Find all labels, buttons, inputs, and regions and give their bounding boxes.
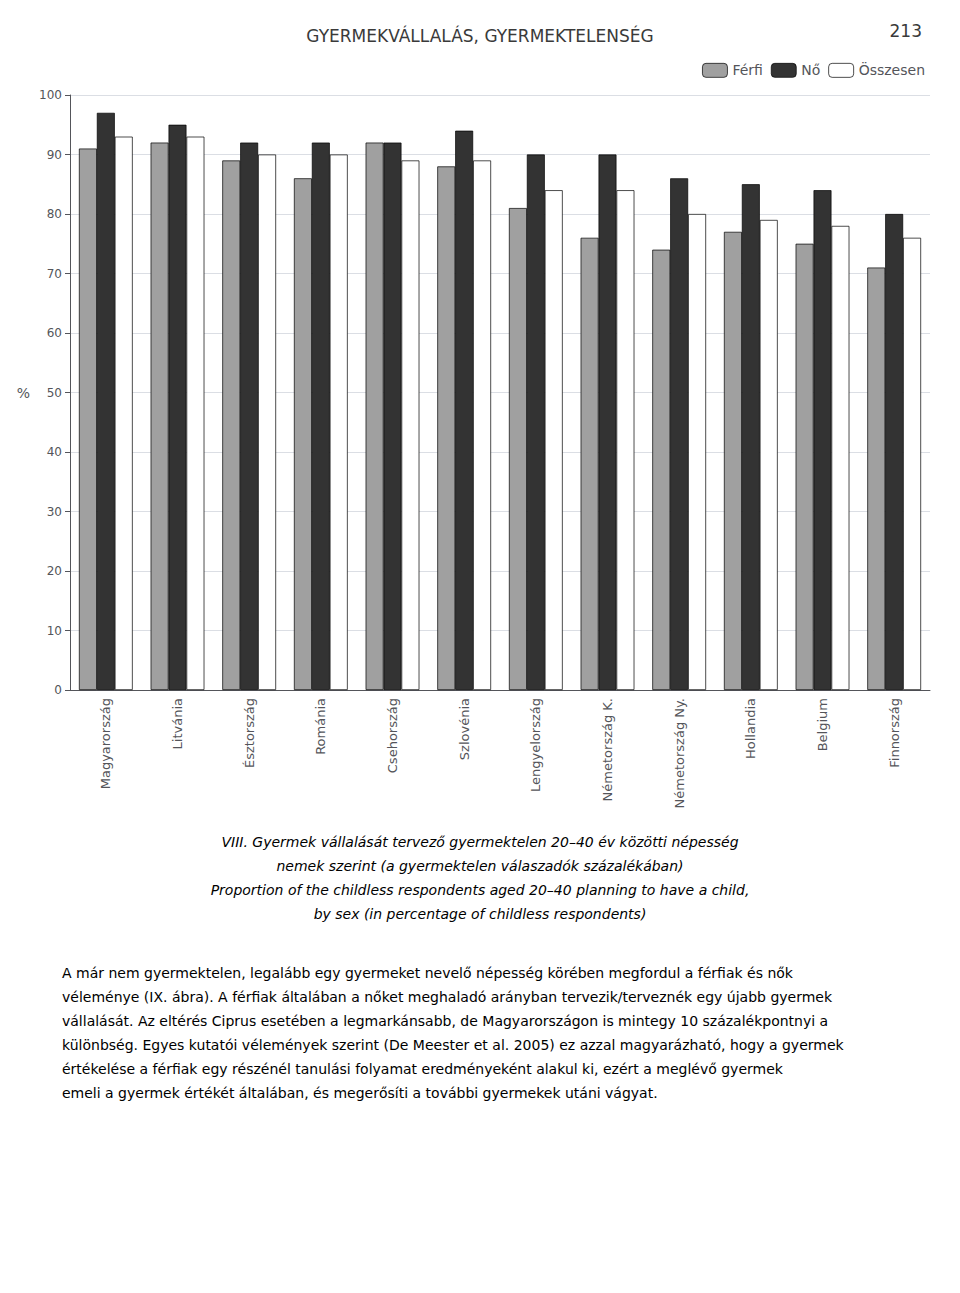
svg-text:Finnország: Finnország (887, 698, 902, 768)
svg-text:60: 60 (47, 326, 62, 340)
svg-text:nemek szerint (a gyermektelen: nemek szerint (a gyermektelen válaszadók… (276, 858, 683, 874)
svg-text:Belgium: Belgium (815, 698, 830, 751)
svg-text:80: 80 (47, 207, 62, 221)
svg-text:by sex (in percentage of child: by sex (in percentage of childless respo… (314, 906, 647, 922)
svg-text:10: 10 (47, 624, 62, 638)
svg-text:különbség. Egyes kutatói vélem: különbség. Egyes kutatói vélemények szer… (62, 1037, 848, 1053)
svg-text:100: 100 (39, 88, 62, 102)
svg-text:Észtország: Észtország (242, 698, 257, 768)
svg-text:emeli a gyermek értékét általá: emeli a gyermek értékét általában, és me… (62, 1085, 658, 1101)
svg-text:30: 30 (47, 505, 62, 519)
svg-text:Magyarország: Magyarország (98, 698, 113, 789)
svg-text:VIII. Gyermek vállalását terve: VIII. Gyermek vállalását tervező gyermek… (221, 834, 738, 850)
svg-text:Férfi: Férfi (732, 62, 762, 78)
svg-text:20: 20 (47, 564, 62, 578)
svg-text:Németország K.: Németország K. (600, 698, 615, 801)
svg-text:70: 70 (47, 267, 62, 281)
svg-text:Proportion of the childless re: Proportion of the childless respondents … (211, 882, 750, 898)
svg-text:Szlovénia: Szlovénia (457, 698, 472, 760)
svg-text:213: 213 (890, 21, 922, 41)
svg-text:0: 0 (54, 683, 62, 697)
svg-text:Lengyelország: Lengyelország (528, 698, 543, 792)
svg-text:Csehország: Csehország (385, 698, 400, 773)
svg-text:40: 40 (47, 445, 62, 459)
svg-text:Litvánia: Litvánia (170, 698, 185, 749)
svg-text:Hollandia: Hollandia (743, 698, 758, 759)
svg-text:90: 90 (47, 148, 62, 162)
svg-text:Németország Ny.: Németország Ny. (672, 698, 687, 808)
svg-text:véleménye (IX. ábra). A férfia: véleménye (IX. ábra). A férfiak általába… (62, 989, 837, 1005)
svg-text:vállalását. Az eltérés Ciprus: vállalását. Az eltérés Ciprus esetében a… (62, 1013, 833, 1029)
svg-text:Románia: Románia (313, 698, 328, 755)
svg-text:Nő: Nő (801, 62, 820, 78)
svg-text:50: 50 (47, 386, 62, 400)
svg-text:GYERMEKVÁLLALÁS, GYERMEKTELENS: GYERMEKVÁLLALÁS, GYERMEKTELENSÉG (306, 25, 653, 46)
svg-text:Összesen: Összesen (859, 61, 925, 78)
svg-text:%: % (17, 385, 30, 401)
svg-text:értékelése a férfiak egy részé: értékelése a férfiak egy részénél tanulá… (62, 1061, 787, 1077)
svg-text:A már nem gyermektelen, legalá: A már nem gyermektelen, legalább egy gye… (62, 965, 797, 981)
